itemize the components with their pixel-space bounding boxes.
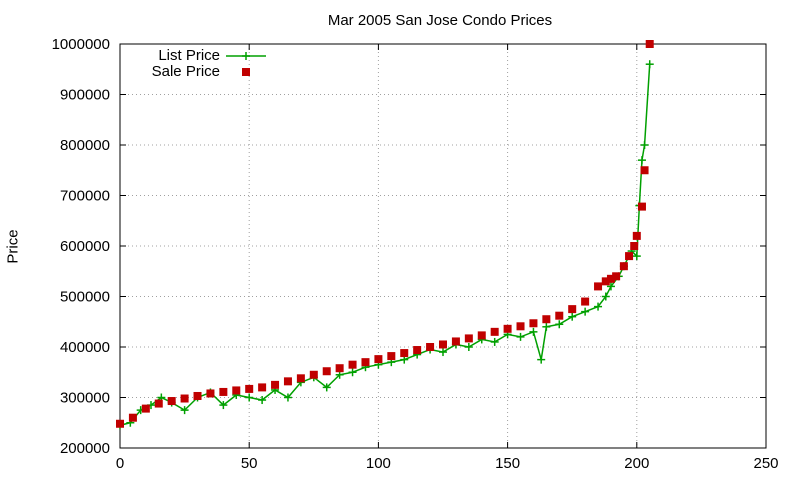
list-price-point xyxy=(529,327,538,336)
list-price-point xyxy=(632,252,641,261)
y-tick-label: 700000 xyxy=(60,188,110,205)
x-tick-label: 50 xyxy=(241,455,258,472)
list-price-point xyxy=(606,282,615,291)
chart-title: Mar 2005 San Jose Condo Prices xyxy=(327,12,553,29)
y-tick-label: 800000 xyxy=(60,137,110,154)
sale-price-point xyxy=(374,355,383,364)
sale-price-point xyxy=(426,343,435,351)
list-price-point xyxy=(439,348,447,357)
list-price-point xyxy=(645,60,654,69)
sale-price-point xyxy=(490,327,499,336)
sale-price-point xyxy=(335,364,344,373)
sale-price-point xyxy=(309,370,318,379)
sale-price-point xyxy=(296,374,305,383)
sale-price-point xyxy=(219,387,228,396)
sale-price-point xyxy=(206,389,215,398)
sale-price-point xyxy=(477,331,486,340)
sale-price-point xyxy=(193,391,202,400)
sale-price-point xyxy=(503,324,512,333)
legend-marker-list-price xyxy=(242,52,250,60)
legend-marker-sale-price xyxy=(242,68,250,76)
list-price-point xyxy=(581,307,590,316)
sale-price-point xyxy=(555,311,564,320)
sale-price-point xyxy=(154,399,163,408)
axis-ticks: 0 50 100 150 200 250 200000 300000 400000 500000 6… xyxy=(52,36,779,472)
sale-price-point xyxy=(283,377,292,386)
sale-price-point xyxy=(451,337,460,346)
list-price-point xyxy=(542,322,551,331)
sale-price-point xyxy=(645,40,654,48)
y-tick-label: 600000 xyxy=(60,238,110,255)
list-price-point xyxy=(245,393,254,402)
sale-price-point xyxy=(413,346,422,355)
sale-price-point xyxy=(361,358,370,367)
sale-price-point xyxy=(387,352,396,361)
sale-price-point xyxy=(322,367,331,376)
sale-price-point xyxy=(116,419,124,428)
sale-price-point xyxy=(606,274,615,283)
list-price-point xyxy=(594,302,603,311)
sale-price-point xyxy=(601,277,610,286)
sale-price-point xyxy=(625,252,634,261)
y-tick-label: 900000 xyxy=(60,87,110,104)
list-price-point xyxy=(348,368,357,377)
sale-price-point xyxy=(141,404,150,413)
grid-lines xyxy=(120,44,766,448)
x-tick-label: 250 xyxy=(753,455,778,472)
sale-price-point xyxy=(464,334,473,343)
x-tick-label: 100 xyxy=(366,455,391,472)
sale-price-point xyxy=(594,282,603,291)
sale-price-point xyxy=(630,242,639,250)
list-price-point xyxy=(640,141,649,149)
list-price-point xyxy=(516,332,525,341)
x-tick-label: 0 xyxy=(116,455,124,472)
sale-price-point xyxy=(619,262,628,271)
y-tick-label: 200000 xyxy=(60,440,110,457)
sale-price-point xyxy=(400,349,409,358)
list-price-point xyxy=(637,156,646,165)
list-price-point xyxy=(180,406,189,415)
sale-price-point xyxy=(439,340,447,349)
list-price-point xyxy=(555,320,564,329)
legend-label-list-price: List Price xyxy=(158,47,220,64)
list-price-point xyxy=(322,383,331,392)
y-tick-label: 500000 xyxy=(60,289,110,306)
list-price-point xyxy=(464,343,473,351)
y-tick-label: 400000 xyxy=(60,339,110,356)
legend-label-sale-price: Sale Price xyxy=(151,63,220,80)
sale-price-point xyxy=(167,397,176,406)
list-price-point xyxy=(490,337,499,346)
x-tick-label: 200 xyxy=(624,455,649,472)
sale-price-point xyxy=(542,315,551,324)
sale-price-point xyxy=(568,305,577,314)
sale-price-point xyxy=(271,380,280,389)
y-axis-label: Price xyxy=(4,229,22,264)
sale-price-point xyxy=(258,383,267,392)
sale-price-point xyxy=(632,231,641,240)
sale-price-point xyxy=(348,360,357,369)
sale-price-point xyxy=(637,202,646,211)
sale-price-point xyxy=(180,394,189,403)
list-price-point xyxy=(568,312,577,321)
list-price-point xyxy=(537,355,546,364)
sale-price-point xyxy=(516,322,525,331)
sale-price-point xyxy=(581,297,590,306)
sale-price-point xyxy=(529,319,538,328)
list-price-point xyxy=(601,292,610,301)
sale-price-point xyxy=(612,272,621,281)
x-tick-label: 150 xyxy=(495,455,520,472)
legend-marks xyxy=(226,52,266,76)
series-layer xyxy=(116,40,654,430)
sale-price-point xyxy=(640,166,649,175)
y-tick-label: 300000 xyxy=(60,390,110,407)
list-price-line xyxy=(119,64,651,427)
sale-price-point xyxy=(128,413,137,422)
sale-price-point xyxy=(245,384,254,393)
list-price-point xyxy=(219,401,228,410)
list-price-point xyxy=(258,396,267,405)
y-tick-label: 1000000 xyxy=(52,36,110,53)
list-price-point xyxy=(283,393,292,402)
sale-price-point xyxy=(232,386,241,395)
